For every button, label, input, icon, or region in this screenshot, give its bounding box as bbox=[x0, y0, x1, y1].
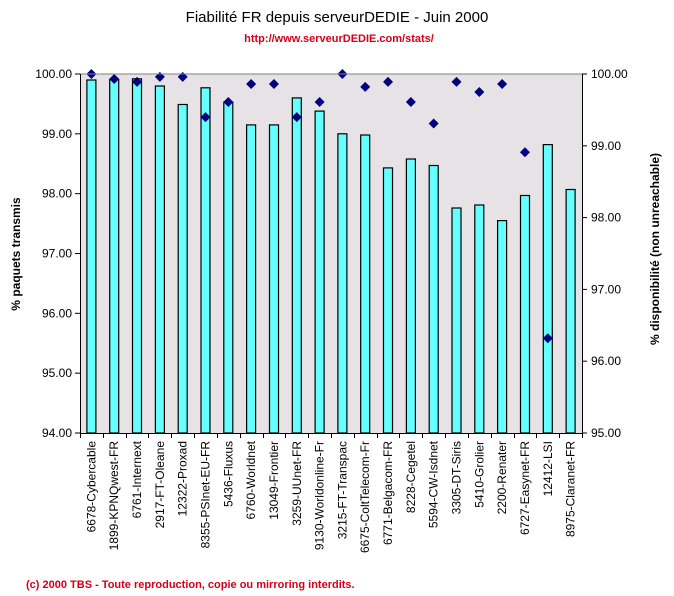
category-label: 9130-Worldonline-Fr bbox=[313, 441, 327, 550]
diamond-marker bbox=[474, 86, 485, 97]
right-axis-ticks: 95.00 96.00 97.00 98.00 99.00 100.00 bbox=[582, 67, 628, 440]
bar bbox=[382, 167, 394, 434]
axes bbox=[80, 73, 583, 438]
left-tick-label: 99.00 bbox=[42, 127, 72, 141]
right-tick-label: 99.00 bbox=[591, 139, 621, 153]
diamond-marker bbox=[405, 97, 416, 108]
bar bbox=[314, 110, 325, 434]
bar bbox=[268, 124, 280, 434]
bar bbox=[177, 103, 188, 434]
bar bbox=[497, 220, 508, 434]
bar bbox=[519, 194, 531, 434]
category-label: 5436-Fluxus bbox=[221, 441, 235, 507]
diamond-marker bbox=[451, 76, 462, 87]
diamond-marker bbox=[542, 333, 553, 344]
chart-title: Fiabilité FR depuis serveurDEDIE - Juin … bbox=[185, 9, 489, 26]
right-tick-label: 100.00 bbox=[591, 67, 628, 81]
diamond-marker bbox=[360, 81, 371, 92]
left-tick-label: 94.00 bbox=[42, 426, 72, 440]
copyright-notice: (c) 2000 TBS - Toute reproduction, copie… bbox=[26, 579, 355, 591]
right-tick-label: 96.00 bbox=[591, 354, 621, 368]
right-tick-label: 95.00 bbox=[591, 426, 621, 440]
diamond-marker bbox=[428, 118, 439, 129]
diamond-marker bbox=[223, 97, 234, 108]
category-label: 3259-UUnet-FR bbox=[290, 441, 304, 526]
category-label: 12322-Proxad bbox=[176, 441, 190, 516]
bar bbox=[109, 78, 120, 434]
diamond-marker bbox=[132, 76, 143, 87]
diamond-marker bbox=[109, 74, 120, 85]
category-label: 5410-Grolier bbox=[472, 441, 486, 508]
category-label: 13049-Frontier bbox=[267, 441, 281, 520]
diamond-marker bbox=[291, 112, 302, 123]
bar bbox=[360, 134, 371, 434]
category-label: 6675-ColtTelecom-Fr bbox=[358, 441, 372, 553]
left-tick-label: 98.00 bbox=[42, 187, 72, 201]
left-tick-label: 96.00 bbox=[42, 306, 72, 320]
diamond-marker bbox=[314, 97, 325, 108]
category-label: 3305-DT-Siris bbox=[450, 441, 464, 514]
bar bbox=[451, 207, 462, 434]
diamond-marker bbox=[383, 76, 394, 87]
bar bbox=[337, 133, 348, 434]
diamond-marker bbox=[519, 147, 530, 158]
category-label: 8975-Claranet-FR bbox=[564, 441, 578, 537]
right-tick-label: 97.00 bbox=[591, 282, 621, 296]
bar bbox=[86, 79, 97, 434]
category-label: 6761-Internext bbox=[130, 440, 144, 518]
category-label: 5594-CW-Isdnet bbox=[427, 440, 441, 528]
diamond-marker bbox=[200, 112, 211, 123]
bar bbox=[223, 101, 234, 434]
left-axis-ticks: 94.00 95.00 96.00 97.00 98.00 99.00 100.00 bbox=[35, 67, 80, 440]
bar bbox=[291, 97, 302, 434]
category-label: 12412-LSI bbox=[541, 441, 555, 496]
category-label: 6771-Belgacom-FR bbox=[381, 441, 395, 545]
category-labels: 6678-Cybercable 1899-KPNQwest-FR 6761-Inte… bbox=[84, 440, 577, 553]
right-axis-title: % disponibilité (non unreachable) bbox=[648, 153, 662, 345]
diamond-marker bbox=[497, 79, 508, 90]
bar bbox=[474, 204, 485, 434]
category-label: 6760-Worldnet bbox=[244, 440, 258, 519]
left-tick-label: 100.00 bbox=[35, 67, 72, 81]
left-tick-label: 95.00 bbox=[42, 366, 72, 380]
bar bbox=[542, 144, 553, 434]
bar bbox=[131, 78, 143, 434]
category-label: 1899-KPNQwest-FR bbox=[107, 441, 121, 551]
bar bbox=[154, 85, 165, 434]
left-axis-title: % paquets transmis bbox=[9, 197, 23, 311]
category-label: 6678-Cybercable bbox=[84, 441, 98, 533]
right-tick-label: 98.00 bbox=[591, 211, 621, 225]
bar bbox=[405, 158, 416, 434]
bar bbox=[246, 124, 257, 434]
left-tick-label: 97.00 bbox=[42, 247, 72, 261]
category-label: 2200-Renater bbox=[495, 441, 509, 514]
bar bbox=[200, 87, 211, 434]
category-label: 8355-PSInet-EU-FR bbox=[199, 441, 213, 549]
diamond-marker bbox=[268, 79, 279, 90]
category-label: 8228-Cegetel bbox=[404, 441, 418, 513]
bar bbox=[565, 188, 576, 434]
stats-url-link[interactable]: http://www.serveurDEDIE.com/stats/ bbox=[244, 33, 434, 45]
bar bbox=[428, 164, 439, 434]
diamond-marker bbox=[246, 79, 257, 90]
category-label: 6727-Easynet-FR bbox=[518, 441, 532, 535]
category-label: 2917-FT-Oleane bbox=[153, 441, 167, 529]
category-label: 3215-FT-Transpac bbox=[335, 441, 349, 539]
